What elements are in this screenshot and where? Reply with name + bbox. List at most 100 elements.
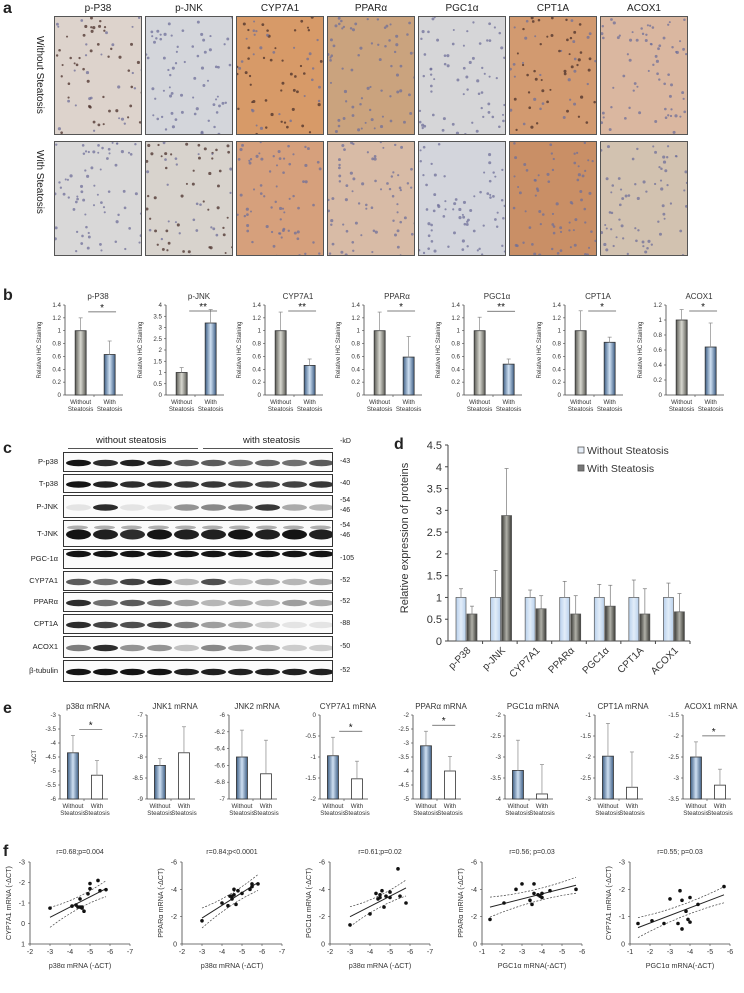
y-tick-label: -3.5 — [490, 775, 501, 782]
regression-line — [350, 888, 406, 917]
data-point — [514, 888, 518, 892]
significance-marker: ** — [497, 302, 505, 313]
x-tick-label: -2 — [647, 949, 653, 956]
data-point — [548, 889, 552, 893]
y-axis-label: -ΔCT — [32, 750, 38, 764]
data-point — [684, 909, 688, 913]
y-tick-label: -6.2 — [214, 729, 225, 736]
data-point — [220, 901, 224, 905]
y-tick-label: 0 — [357, 392, 361, 399]
x-tick-label: -4 — [367, 949, 373, 956]
data-point — [520, 882, 524, 886]
x-tick-label: Steatosis — [595, 810, 620, 817]
y-tick-label: 0 — [173, 942, 177, 949]
x-tick-label: -7 — [279, 949, 285, 956]
y-axis-label: Relative IHC Staining — [638, 321, 644, 378]
bar-with-steatosis — [178, 753, 189, 799]
y-tick-label: -4 — [403, 768, 409, 775]
y-tick-label: 0 — [321, 942, 325, 949]
y-tick-label: -2 — [585, 754, 591, 761]
y-tick-label: 1 — [436, 592, 442, 604]
x-tick-label: With — [502, 399, 515, 406]
blot-strip-t-p38 — [63, 474, 333, 493]
data-point — [388, 896, 392, 900]
x-tick-label: With — [626, 803, 639, 810]
panel-e-label: e — [3, 700, 12, 718]
x-tick-label: -6 — [727, 949, 733, 956]
y-tick-label: 0.4 — [252, 366, 261, 373]
ihc-image-cyp7a1-with — [236, 141, 324, 256]
bar-without-steatosis — [154, 765, 165, 799]
data-point — [232, 888, 236, 892]
chart-title: PGC1α mRNA — [507, 702, 560, 711]
y-tick-label: 1 — [659, 317, 663, 324]
y-tick-label: 0.4 — [351, 366, 360, 373]
x-tick-label: -4 — [219, 949, 225, 956]
y-tick-label: -9 — [137, 796, 143, 803]
y-tick-label: -1.5 — [580, 733, 591, 740]
x-tick-label: -2 — [327, 949, 333, 956]
data-point — [200, 919, 204, 923]
kd-marker: -46 — [340, 532, 350, 539]
x-tick-label: -4 — [687, 949, 693, 956]
x-tick-label: Steatosis — [597, 406, 622, 413]
x-tick-label-pgc1: PGC1α — [581, 645, 612, 676]
blot-label-ppar: PPARα — [8, 597, 58, 606]
bar-p-p38-with-steatosis — [467, 614, 477, 641]
x-tick-label: Steatosis — [698, 406, 723, 413]
y-tick-label: -3 — [495, 754, 501, 761]
y-tick-label: 1 — [58, 328, 62, 335]
y-tick-label: -4.5 — [45, 754, 56, 761]
x-tick-label: Without — [415, 803, 436, 810]
y-tick-label: -6 — [171, 860, 177, 867]
bar-without-steatosis — [676, 320, 687, 395]
bar-pgc1-with-steatosis — [605, 606, 615, 641]
y-tick-label: 3 — [436, 505, 442, 517]
kd-marker: -54 — [340, 497, 350, 504]
data-point — [374, 892, 378, 896]
x-tick-label: -4 — [539, 949, 545, 956]
x-tick-label: -3 — [347, 949, 353, 956]
data-point — [232, 893, 236, 897]
data-point — [240, 892, 244, 896]
data-point — [540, 896, 544, 900]
y-tick-label: 1.4 — [451, 302, 460, 309]
y-tick-label: 1.4 — [351, 302, 360, 309]
x-tick-label-acox1: ACOX1 — [649, 645, 681, 677]
x-tick-label-p-jnk: p-JNK — [481, 645, 509, 673]
y-tick-label: 0.6 — [351, 353, 360, 360]
x-axis-label: p38α mRNA (-ΔCT) — [349, 961, 411, 970]
blot-strip-pgc-1 — [63, 549, 333, 569]
y-tick-label: -2 — [310, 796, 316, 803]
y-tick-label: 4 — [436, 462, 442, 474]
data-point — [540, 892, 544, 896]
blot-label-p-p38: P-p38 — [8, 457, 58, 466]
data-point — [96, 879, 100, 883]
y-tick-label: -4 — [319, 887, 325, 894]
y-tick-label: -2 — [171, 914, 177, 921]
x-tick-label: With — [402, 399, 415, 406]
x-tick-label: Steatosis — [505, 810, 530, 817]
y-tick-label: -2 — [619, 887, 625, 894]
y-axis-label: CYP7A1 mRNA (-ΔCT) — [604, 866, 613, 940]
y-tick-label: -1.5 — [305, 775, 316, 782]
data-point — [678, 889, 682, 893]
data-point — [250, 885, 254, 889]
y-tick-label: 0.5 — [427, 614, 442, 626]
y-tick-label: 0.2 — [252, 379, 261, 386]
correlation-stats: r=0.68;p=0.004 — [56, 849, 104, 856]
x-tick-label: Steatosis — [198, 406, 223, 413]
legend-swatch-with-steatosis — [578, 465, 584, 471]
x-tick-label: Without — [70, 399, 91, 406]
blot-strip-p-p38 — [63, 452, 333, 472]
y-tick-label: 0.4 — [52, 366, 61, 373]
data-point — [680, 898, 684, 902]
x-tick-label: Steatosis — [619, 810, 644, 817]
y-tick-label: 1.2 — [252, 315, 261, 322]
bar-without-steatosis — [474, 331, 485, 395]
x-tick-label: Without — [507, 803, 528, 810]
bar-acox1-without-steatosis — [663, 597, 673, 641]
y-tick-label: 1 — [159, 370, 163, 377]
bar-acox1-with-steatosis — [674, 612, 684, 641]
